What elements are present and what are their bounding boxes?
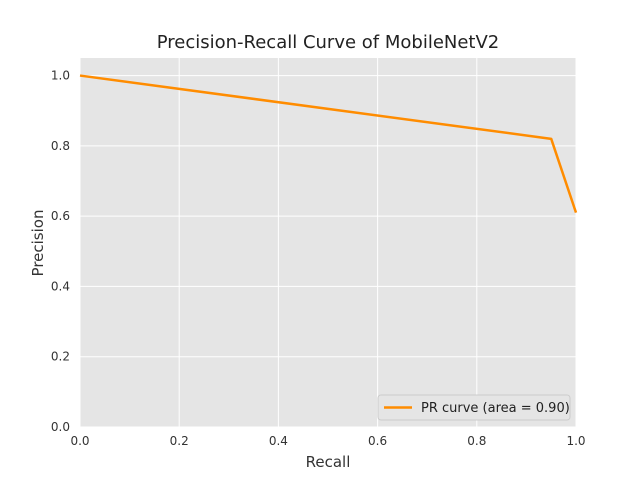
y-tick-label: 1.0	[51, 69, 70, 83]
series-layer	[79, 74, 578, 214]
x-tick-label: 0.0	[70, 434, 89, 448]
grid-lines	[79, 58, 577, 428]
y-tick-label: 0.8	[51, 139, 70, 153]
y-tick-label: 0.4	[51, 279, 70, 293]
y-tick-labels: 0.0 0.2 0.4 0.6 0.8 1.0	[51, 69, 70, 434]
y-tick-label: 0.0	[51, 420, 70, 434]
x-tick-label: 0.8	[467, 434, 486, 448]
x-axis-label: Recall	[306, 453, 351, 471]
legend-box	[377, 394, 571, 421]
x-tick-label: 1.0	[566, 434, 585, 448]
y-axis-label: Precision	[29, 210, 47, 277]
x-tick-label: 0.4	[269, 434, 288, 448]
legend: PR curve (area = 0.90)	[377, 394, 571, 421]
y-tick-label: 0.2	[51, 350, 70, 364]
chart-title: Precision-Recall Curve of MobileNetV2	[157, 32, 500, 53]
legend-label: PR curve (area = 0.90)	[421, 401, 570, 416]
plot-area	[80, 58, 576, 427]
x-tick-label: 0.6	[368, 434, 387, 448]
pr-curve-line	[79, 74, 578, 214]
x-tick-labels: 0.0 0.2 0.4 0.6 0.8 1.0	[70, 434, 585, 448]
x-tick-label: 0.2	[170, 434, 189, 448]
y-tick-label: 0.6	[51, 209, 70, 223]
